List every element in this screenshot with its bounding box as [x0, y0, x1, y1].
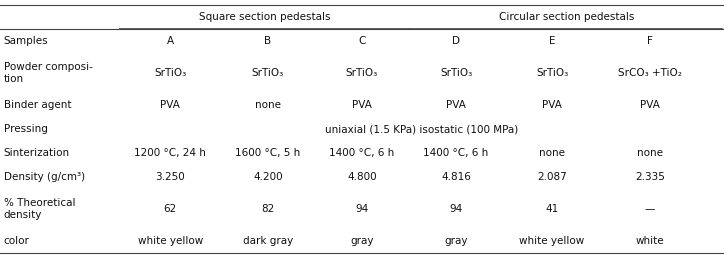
Text: E: E [549, 36, 555, 46]
Text: white yellow: white yellow [519, 236, 585, 246]
Text: none: none [539, 148, 565, 158]
Text: PVA: PVA [542, 100, 562, 110]
Text: color: color [4, 236, 30, 246]
Text: Sinterization: Sinterization [4, 148, 70, 158]
Text: Square section pedestals: Square section pedestals [198, 12, 330, 22]
Text: PVA: PVA [446, 100, 466, 110]
Text: D: D [452, 36, 460, 46]
Text: SrTiO₃: SrTiO₃ [440, 68, 472, 78]
Text: 3.250: 3.250 [155, 172, 185, 182]
Text: none: none [637, 148, 662, 158]
Text: PVA: PVA [160, 100, 180, 110]
Text: PVA: PVA [640, 100, 660, 110]
Text: —: — [644, 204, 655, 214]
Text: 1200 °C, 24 h: 1200 °C, 24 h [134, 148, 206, 158]
Text: PVA: PVA [352, 100, 372, 110]
Text: gray: gray [350, 236, 374, 246]
Text: Pressing: Pressing [4, 124, 48, 134]
Text: Circular section pedestals: Circular section pedestals [499, 12, 634, 22]
Text: 1600 °C, 5 h: 1600 °C, 5 h [235, 148, 300, 158]
Text: 94: 94 [450, 204, 463, 214]
Text: Binder agent: Binder agent [4, 100, 71, 110]
Text: Density (g/cm³): Density (g/cm³) [4, 172, 85, 182]
Text: 1400 °C, 6 h: 1400 °C, 6 h [424, 148, 489, 158]
Text: F: F [647, 36, 653, 46]
Text: SrCO₃ +TiO₂: SrCO₃ +TiO₂ [618, 68, 682, 78]
Text: SrTiO₃: SrTiO₃ [252, 68, 284, 78]
Text: SrTiO₃: SrTiO₃ [346, 68, 378, 78]
Text: 62: 62 [164, 204, 177, 214]
Text: 2.335: 2.335 [635, 172, 665, 182]
Text: none: none [255, 100, 281, 110]
Text: gray: gray [445, 236, 468, 246]
Text: % Theoretical
density: % Theoretical density [4, 198, 75, 220]
Text: white yellow: white yellow [138, 236, 203, 246]
Text: SrTiO₃: SrTiO₃ [154, 68, 186, 78]
Text: B: B [264, 36, 272, 46]
Text: SrTiO₃: SrTiO₃ [536, 68, 568, 78]
Text: uniaxial (1.5 KPa) isostatic (100 MPa): uniaxial (1.5 KPa) isostatic (100 MPa) [325, 124, 518, 134]
Text: Powder composi-
tion: Powder composi- tion [4, 62, 93, 84]
Text: C: C [358, 36, 366, 46]
Text: 94: 94 [355, 204, 369, 214]
Text: 82: 82 [261, 204, 274, 214]
Text: white: white [636, 236, 664, 246]
Text: 4.200: 4.200 [253, 172, 282, 182]
Text: 4.800: 4.800 [348, 172, 376, 182]
Text: Samples: Samples [4, 36, 49, 46]
Text: 2.087: 2.087 [537, 172, 567, 182]
Text: A: A [167, 36, 174, 46]
Text: 4.816: 4.816 [441, 172, 471, 182]
Text: dark gray: dark gray [243, 236, 293, 246]
Text: 1400 °C, 6 h: 1400 °C, 6 h [329, 148, 395, 158]
Text: 41: 41 [545, 204, 559, 214]
